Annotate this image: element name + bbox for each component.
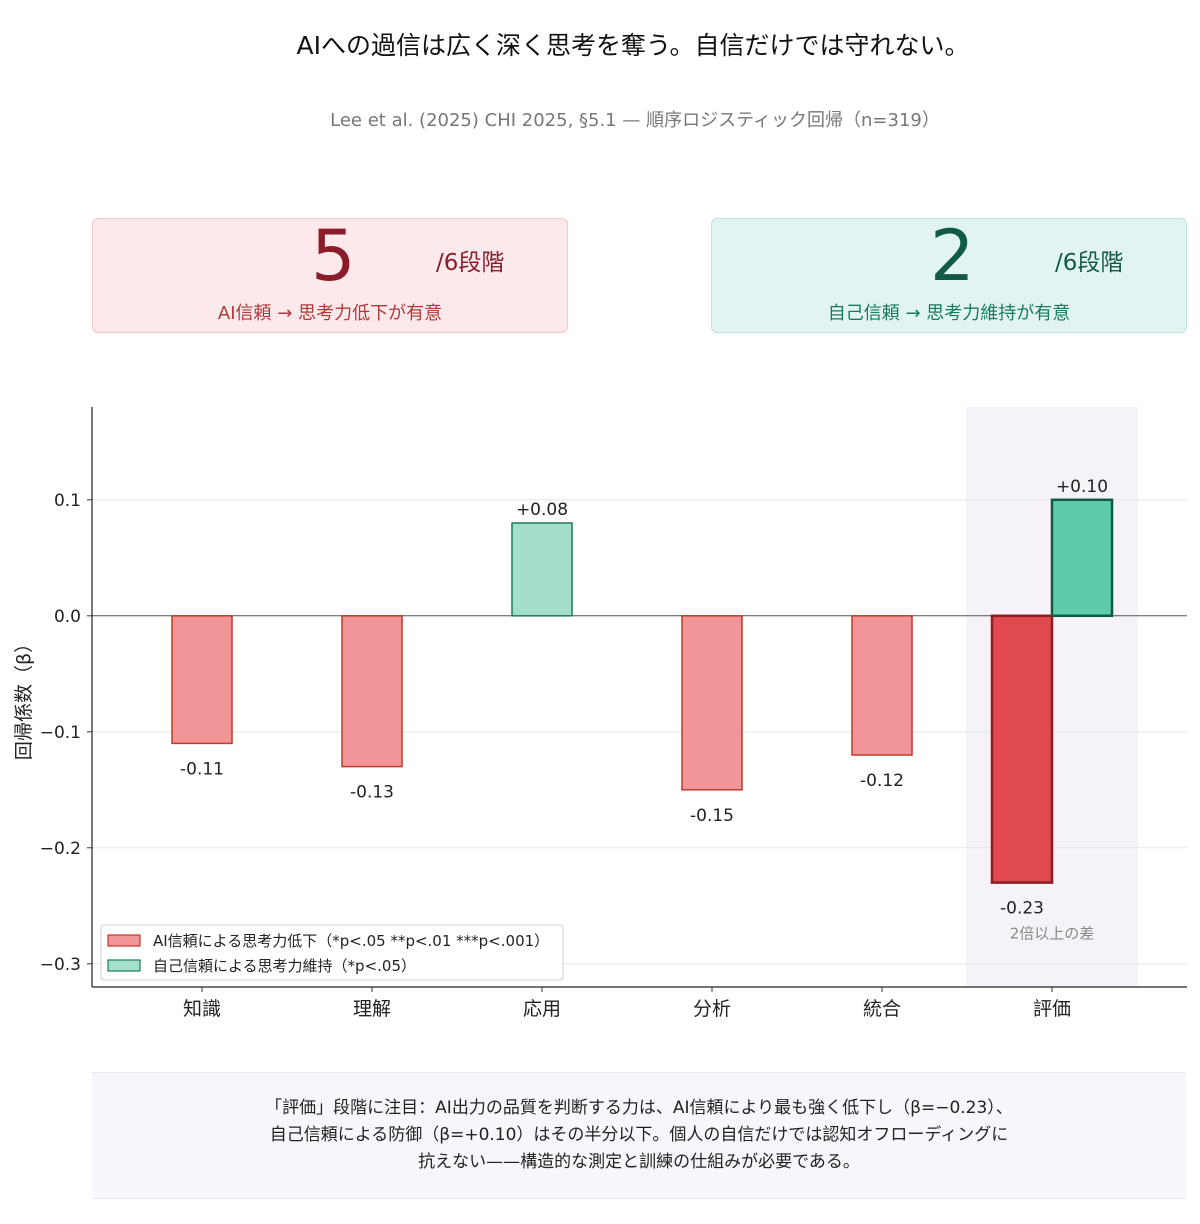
bar [990, 614, 1054, 884]
y-tick-label: 0.0 [54, 607, 81, 627]
x-tick-label: 分析 [693, 998, 731, 1020]
bar [171, 615, 233, 745]
y-tick-label: −0.2 [40, 839, 81, 859]
self-trust-card: 2 /6段階 自己信頼 → 思考力維持が有意 [711, 215, 1187, 333]
note-line: 抗えない——構造的な測定と訓練の仕組みが必要である。 [418, 1152, 860, 1172]
x-tick-label: 知識 [183, 998, 221, 1020]
regression-bar-chart: 0.1 0.0 −0.1 −0.2 −0.3 -0.11 -0.13 -0.15 -0.12 -0… [13, 407, 1187, 1020]
summary-note: 「評価」段階に注目：AI出力の品質を判断する力は、AI信頼により最も強く低下し（… [92, 1072, 1186, 1199]
y-tick-label: 0.1 [54, 491, 81, 511]
highlight-annotation: 2倍以上の差 [1010, 925, 1095, 943]
y-axis-label: 回帰係数（β） [13, 634, 35, 760]
ai-trust-count: 5 [311, 215, 356, 297]
x-tick-label: 評価 [1033, 998, 1071, 1020]
legend-swatch [107, 934, 141, 947]
x-tick-label: 理解 [353, 998, 391, 1020]
bar-value-label: -0.15 [690, 806, 734, 826]
bar [851, 615, 913, 756]
self-trust-count: 2 [930, 215, 975, 297]
bar-value-label: +0.08 [516, 500, 568, 520]
bar-value-label: -0.11 [180, 759, 224, 779]
legend-label: AI信頼による思考力低下（*p<.05 **p<.01 ***p<.001） [153, 932, 549, 950]
x-tick-label: 統合 [863, 998, 901, 1020]
ai-trust-card: 5 /6段階 AI信頼 → 思考力低下が有意 [92, 215, 568, 333]
bar-value-label: -0.23 [1000, 899, 1044, 919]
y-tick-label: −0.3 [40, 955, 81, 975]
self-trust-description: 自己信頼 → 思考力維持が有意 [827, 303, 1071, 324]
bar [341, 615, 403, 768]
bar [511, 522, 573, 617]
bar-value-label: -0.12 [860, 771, 904, 791]
self-trust-unit: /6段階 [1055, 250, 1124, 276]
x-tick-label: 応用 [523, 998, 561, 1020]
ai-trust-unit: /6段階 [436, 250, 505, 276]
page-title: AIへの過信は広く深く思考を奪う。自信だけでは守れない。 [296, 31, 970, 60]
bar-value-label: +0.10 [1056, 477, 1108, 497]
ai-trust-description: AI信頼 → 思考力低下が有意 [217, 303, 443, 324]
legend-swatch [107, 959, 141, 972]
legend-box [100, 924, 564, 981]
bar [681, 615, 743, 791]
bar [1050, 498, 1114, 618]
note-line: 「評価」段階に注目：AI出力の品質を判断する力は、AI信頼により最も強く低下し（… [265, 1098, 1013, 1118]
legend-label: 自己信頼による思考力維持（*p<.05） [153, 957, 416, 975]
note-line: 自己信頼による防御（β=+0.10）はその半分以下。個人の自信だけでは認知オフロ… [269, 1125, 1009, 1145]
y-tick-label: −0.1 [40, 723, 81, 743]
bar-value-label: -0.13 [350, 783, 394, 803]
page-subtitle: Lee et al. (2025) CHI 2025, §5.1 — 順序ロジス… [330, 110, 940, 131]
